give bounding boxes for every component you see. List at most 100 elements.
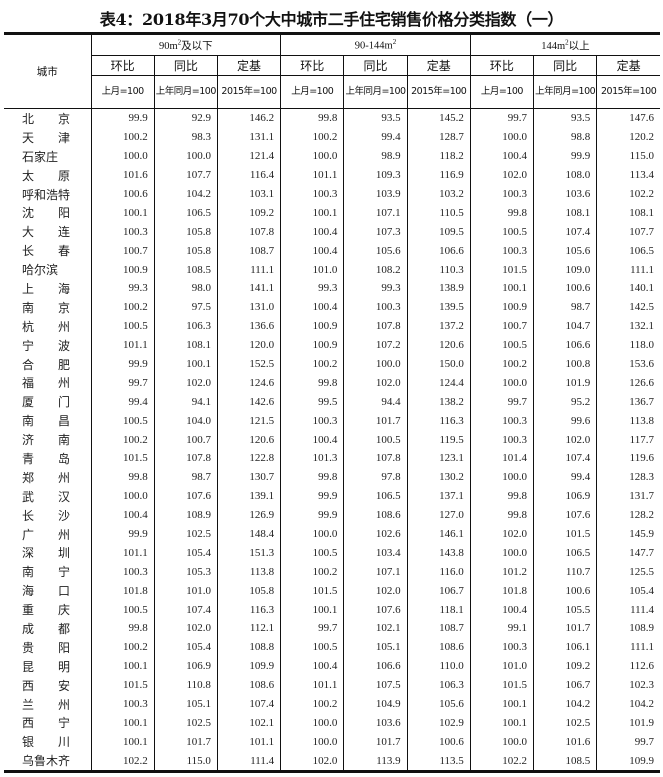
metric-header: 定基 xyxy=(406,55,471,76)
index-value: 101.1 xyxy=(216,732,282,752)
index-value: 125.5 xyxy=(596,562,660,582)
city-name: 西 安 xyxy=(4,675,92,695)
index-value: 100.1 xyxy=(90,732,155,752)
index-value: 106.1 xyxy=(533,637,598,657)
index-value: 100.1 xyxy=(280,203,345,223)
table-row: 天 津 100.2 98.3 131.1 100.2 99.4 128.7 100.0 98.8… xyxy=(4,127,660,147)
index-value: 99.8 xyxy=(280,373,345,393)
index-value: 120.6 xyxy=(216,430,282,450)
index-value: 105.5 xyxy=(533,600,598,620)
index-value: 100.1 xyxy=(90,713,155,733)
metric-header: 同比 xyxy=(343,55,408,76)
index-value: 99.3 xyxy=(90,279,155,298)
city-name: 郑 州 xyxy=(4,467,92,487)
index-value: 102.2 xyxy=(469,751,535,774)
table-row: 郑 州 99.8 98.7 130.7 99.8 97.8 130.2 100.0 99.4 12… xyxy=(4,467,660,487)
metric-header: 定基 xyxy=(216,55,282,76)
index-value: 102.2 xyxy=(596,184,660,204)
index-value: 106.6 xyxy=(343,656,408,676)
index-value: 101.0 xyxy=(280,260,345,280)
index-value: 105.6 xyxy=(533,241,598,261)
index-value: 100.8 xyxy=(533,354,598,374)
index-value: 131.1 xyxy=(216,127,282,147)
index-value: 145.2 xyxy=(406,108,471,128)
index-value: 100.3 xyxy=(343,297,408,317)
index-value: 100.3 xyxy=(469,184,535,204)
index-value: 100.9 xyxy=(90,260,155,280)
table-body: 北 京 99.9 92.9 146.2 99.8 93.5 145.2 99.7 93.5 147… xyxy=(4,108,660,774)
index-value: 152.5 xyxy=(216,354,282,374)
city-name: 太 原 xyxy=(4,165,92,185)
index-value: 99.8 xyxy=(469,486,535,506)
city-name: 长 沙 xyxy=(4,505,92,525)
index-value: 102.9 xyxy=(406,713,471,733)
index-value: 108.9 xyxy=(596,619,660,638)
base-header: 2015年=100 xyxy=(406,75,471,109)
index-value: 100.3 xyxy=(280,411,345,431)
index-value: 103.2 xyxy=(406,184,471,204)
index-value: 102.0 xyxy=(469,165,535,185)
index-value: 113.9 xyxy=(343,751,408,774)
index-value: 113.4 xyxy=(596,165,660,185)
index-value: 102.0 xyxy=(533,430,598,450)
city-name: 广 州 xyxy=(4,524,92,544)
index-value: 100.4 xyxy=(469,146,535,166)
index-value: 107.6 xyxy=(533,505,598,525)
index-value: 107.6 xyxy=(343,600,408,620)
index-value: 128.3 xyxy=(596,467,660,487)
index-value: 102.5 xyxy=(533,713,598,733)
base-header: 上年同月=100 xyxy=(343,75,408,109)
index-value: 107.6 xyxy=(153,486,218,506)
table-row: 西 安 101.5 110.8 108.6 101.1 107.5 106.3 101.5 10… xyxy=(4,675,660,695)
index-value: 100.9 xyxy=(280,335,345,355)
index-value: 101.6 xyxy=(90,165,155,185)
table-row: 乌鲁木齐 102.2 115.0 111.4 102.0 113.9 113.5 102.2 1… xyxy=(4,751,660,774)
index-value: 97.5 xyxy=(153,297,218,317)
city-name: 南 昌 xyxy=(4,411,92,431)
index-value: 100.0 xyxy=(280,146,345,166)
index-value: 138.9 xyxy=(406,279,471,298)
index-value: 99.1 xyxy=(469,619,535,638)
index-value: 107.4 xyxy=(533,449,598,468)
group-label-sup: 2 xyxy=(177,38,182,46)
index-value: 109.2 xyxy=(216,203,282,223)
index-value: 104.2 xyxy=(596,694,660,714)
index-value: 99.7 xyxy=(90,373,155,393)
table-row: 银 川 100.1 101.7 101.1 100.0 101.7 100.6 100.0 10… xyxy=(4,732,660,752)
index-value: 100.3 xyxy=(469,411,535,431)
index-value: 116.3 xyxy=(216,600,282,620)
index-value: 116.3 xyxy=(406,411,471,431)
index-value: 101.1 xyxy=(280,165,345,185)
city-name: 宁 波 xyxy=(4,335,92,355)
index-value: 131.7 xyxy=(596,486,660,506)
index-value: 108.1 xyxy=(596,203,660,223)
index-value: 107.7 xyxy=(153,165,218,185)
index-value: 111.1 xyxy=(216,260,282,280)
index-value: 119.5 xyxy=(406,430,471,450)
index-value: 139.1 xyxy=(216,486,282,506)
index-value: 102.0 xyxy=(469,524,535,544)
index-value: 107.4 xyxy=(533,222,598,242)
city-name: 天 津 xyxy=(4,127,92,147)
index-value: 100.7 xyxy=(153,430,218,450)
index-value: 100.4 xyxy=(469,600,535,620)
index-value: 126.6 xyxy=(596,373,660,393)
city-name: 厦 门 xyxy=(4,392,92,412)
table-row: 长 春 100.7 105.8 108.7 100.4 105.6 106.6 100.3 10… xyxy=(4,241,660,261)
index-value: 107.7 xyxy=(596,222,660,242)
index-value: 106.3 xyxy=(153,316,218,336)
index-value: 105.6 xyxy=(406,694,471,714)
index-value: 106.5 xyxy=(343,486,408,506)
index-value: 116.9 xyxy=(406,165,471,185)
area-group-header: 90m2及以下 xyxy=(90,32,282,56)
index-value: 100.2 xyxy=(280,562,345,582)
index-value: 147.7 xyxy=(596,543,660,563)
city-name: 哈尔滨 xyxy=(4,260,92,280)
index-value: 147.6 xyxy=(596,108,660,128)
table-row: 济 南 100.2 100.7 120.6 100.4 100.5 119.5 100.3 10… xyxy=(4,430,660,450)
table-row: 哈尔滨 100.9 108.5 111.1 101.0 108.2 110.3 101.5 10… xyxy=(4,260,660,280)
index-value: 100.4 xyxy=(90,505,155,525)
index-value: 109.5 xyxy=(406,222,471,242)
index-value: 101.0 xyxy=(469,656,535,676)
index-value: 100.4 xyxy=(280,222,345,242)
